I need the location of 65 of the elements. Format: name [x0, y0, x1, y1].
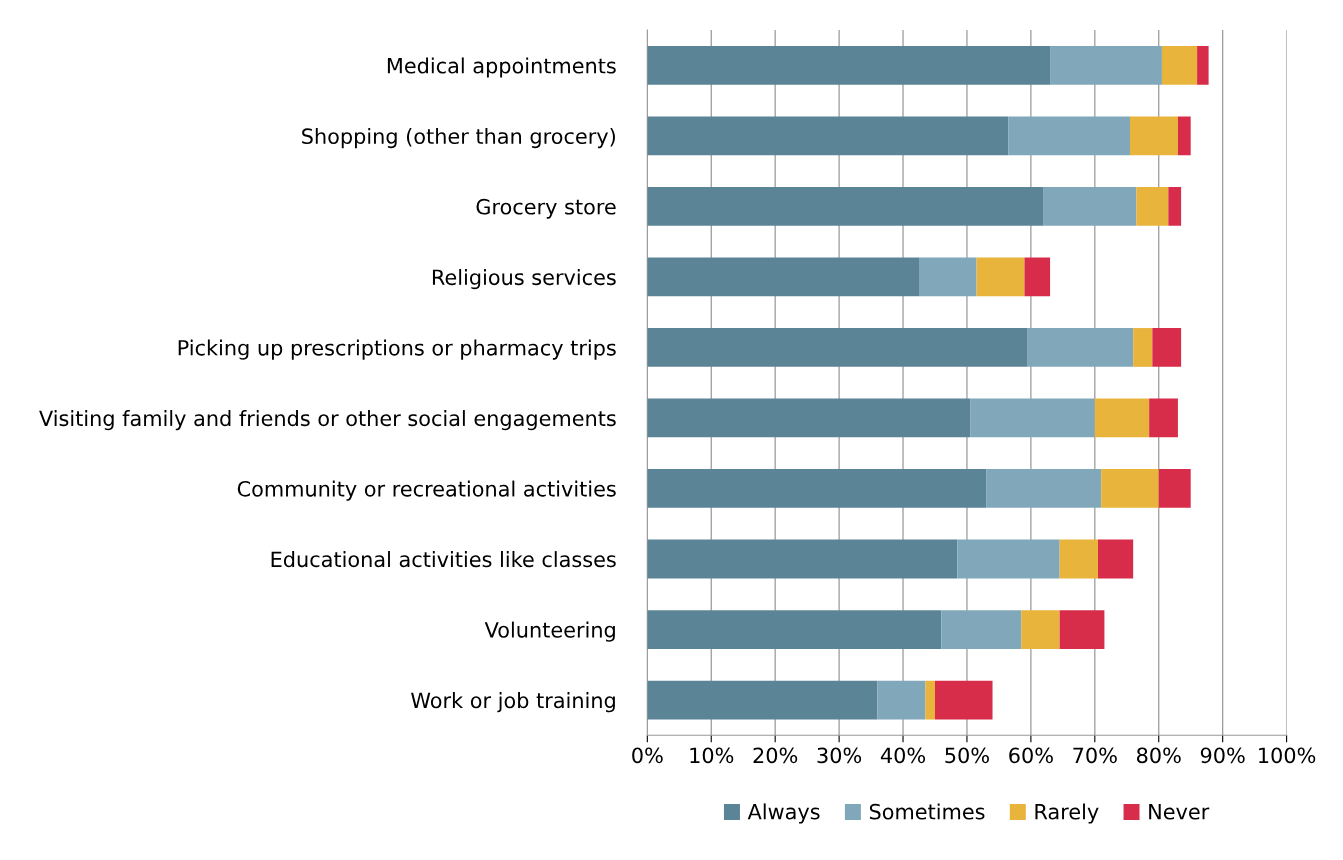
x-tick-label: 10% — [690, 747, 734, 764]
bar — [1043, 187, 1137, 226]
legend-label: Never — [1149, 804, 1210, 820]
bar — [1024, 257, 1051, 297]
bar — [1197, 45, 1209, 85]
x-tick-label: 100% — [1259, 747, 1316, 764]
bar — [1050, 45, 1162, 85]
y-tick-label: Grocery store — [476, 198, 616, 219]
bar — [1027, 328, 1134, 367]
bar — [647, 187, 1044, 226]
legend-label: Sometimes — [869, 803, 985, 820]
bar — [1161, 45, 1198, 85]
bar — [1098, 539, 1134, 579]
bar — [647, 539, 958, 579]
bar — [1059, 539, 1099, 579]
bar — [647, 610, 942, 649]
x-tick-label: 50% — [945, 747, 989, 764]
legend-label: Always — [747, 803, 820, 824]
bar — [1152, 328, 1182, 367]
bar — [877, 680, 926, 720]
bar — [1101, 469, 1159, 508]
y-tick-label: Volunteering — [484, 621, 615, 642]
bar — [1149, 398, 1178, 438]
bar — [957, 539, 1060, 579]
x-tick-label: 20% — [753, 747, 798, 764]
bar — [976, 257, 1025, 297]
bar — [647, 116, 1009, 156]
y-tick-label: Medical appointments — [387, 57, 616, 78]
bar — [647, 328, 1028, 367]
y-tick-label: Religious services — [432, 269, 616, 290]
bar — [925, 680, 935, 720]
x-tick-label: 30% — [817, 747, 862, 764]
bar — [647, 257, 920, 297]
bar — [647, 469, 987, 508]
bar — [647, 680, 878, 720]
bar — [1094, 398, 1150, 438]
y-tick-label: Educational activities like classes — [271, 551, 616, 568]
bar — [647, 45, 1051, 85]
bar — [647, 398, 971, 438]
x-tick-label: 40% — [880, 747, 926, 764]
y-tick-label: Community or recreational activities — [237, 480, 616, 501]
x-tick-label: 70% — [1073, 747, 1117, 764]
x-tick-label: 0% — [632, 747, 663, 764]
bar — [935, 680, 993, 720]
bar — [1129, 116, 1178, 156]
bar — [970, 398, 1095, 438]
y-tick-label: Shopping (other than grocery) — [302, 127, 615, 149]
x-tick-label: 80% — [1137, 747, 1181, 764]
bar — [1158, 469, 1191, 508]
x-tick-label: 90% — [1200, 747, 1245, 764]
bar — [1059, 610, 1105, 649]
bar — [1136, 187, 1169, 226]
bar — [1008, 116, 1130, 156]
legend-label: Rarely — [1035, 803, 1099, 824]
y-tick-label: Visiting family and friends or other social engagements — [39, 410, 616, 431]
bar — [1168, 187, 1182, 226]
y-tick-label: Picking up prescriptions or pharmacy trips — [178, 339, 616, 360]
bar — [1021, 610, 1060, 649]
bar — [1177, 116, 1191, 156]
bar — [1133, 328, 1153, 367]
bar — [919, 257, 977, 297]
bar — [986, 469, 1102, 508]
y-tick-label: Work or job training — [411, 692, 615, 713]
x-tick-label: 60% — [1009, 747, 1053, 764]
bar — [941, 610, 1022, 649]
